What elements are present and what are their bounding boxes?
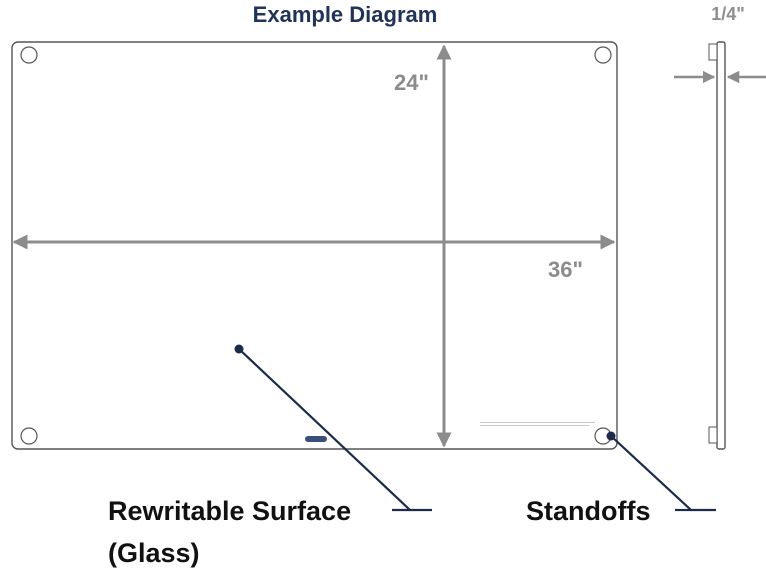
- thickness-label: 1/4": [711, 4, 745, 24]
- standoffs-label: Standoffs: [526, 496, 651, 526]
- fine-print-decoration: [480, 422, 595, 428]
- glass-board: [11, 41, 618, 450]
- side-standoff-bottom: [708, 426, 718, 444]
- height-dimension-label: 24": [394, 70, 429, 95]
- surface-label-line1: Rewritable Surface: [108, 496, 352, 526]
- glass-side-view: [716, 41, 726, 450]
- standoff-top-right: [594, 46, 612, 64]
- surface-label: Rewritable Surface (Glass): [108, 494, 351, 570]
- standoff-top-left: [20, 46, 38, 64]
- brand-logo-badge: [305, 436, 327, 442]
- surface-label-line2: (Glass): [108, 538, 200, 568]
- diagram-title: Example Diagram: [252, 2, 438, 27]
- standoff-bottom-left: [20, 427, 38, 445]
- side-standoff-top: [708, 43, 718, 61]
- width-dimension-label: 36": [548, 257, 583, 282]
